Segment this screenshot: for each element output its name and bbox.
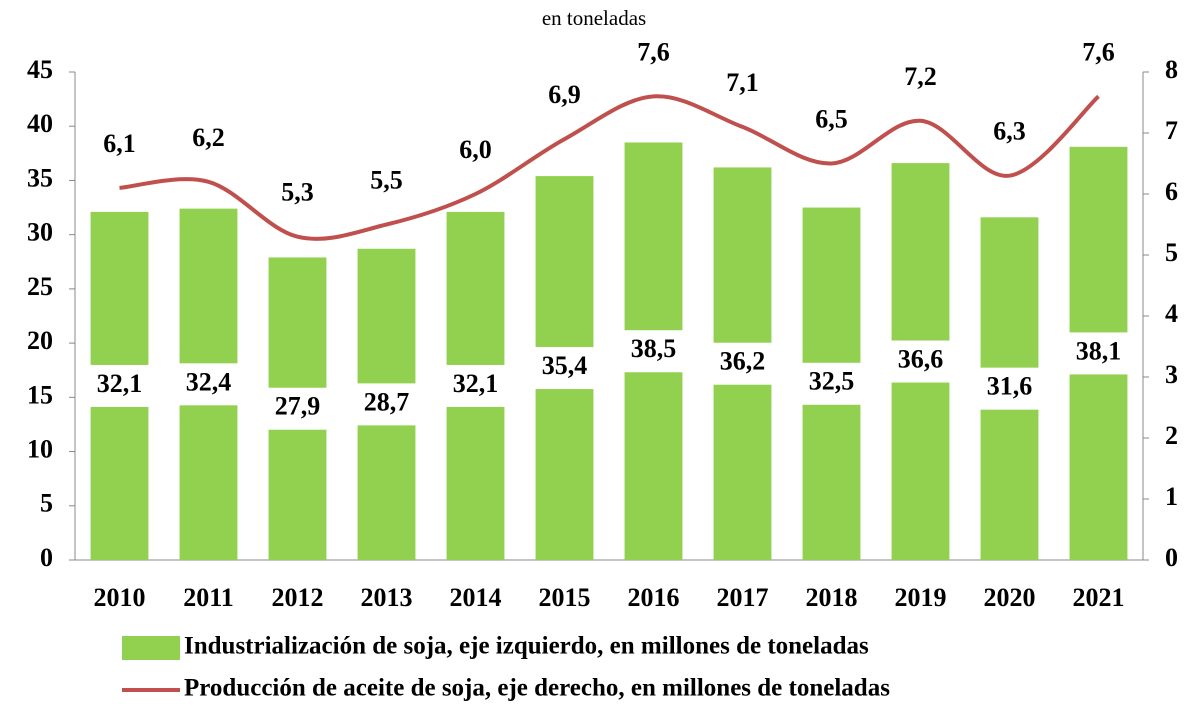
- y-tick-label: 35: [27, 163, 53, 192]
- y-tick-label: 30: [27, 218, 53, 247]
- y-tick-label: 25: [27, 272, 53, 301]
- line-label: 7,6: [637, 37, 670, 66]
- bar-label-bg: [712, 342, 773, 385]
- y2-tick-label: 8: [1165, 55, 1178, 84]
- y2-tick-label: 6: [1165, 177, 1178, 206]
- x-tick-label: 2016: [628, 583, 680, 612]
- y2-tick-label: 2: [1165, 421, 1178, 450]
- x-tick-label: 2015: [539, 583, 591, 612]
- line: [119, 94, 1100, 241]
- chart-subtitle: en toneladas: [542, 6, 646, 30]
- x-tick-label: 2021: [1073, 583, 1125, 612]
- line-label: 6,1: [103, 129, 136, 158]
- x-tick-label: 2011: [183, 583, 234, 612]
- bar-label: 36,2: [720, 347, 766, 376]
- bar-label-bg: [801, 362, 862, 405]
- y-tick-label: 15: [27, 380, 53, 409]
- y-tick-label: 10: [27, 435, 53, 464]
- bar-label-bg: [979, 367, 1040, 410]
- x-tick-label: 2012: [272, 583, 324, 612]
- bar-label: 32,5: [809, 367, 855, 396]
- y-tick-label: 0: [40, 543, 53, 572]
- x-tick-label: 2017: [717, 583, 769, 612]
- x-tick-label: 2010: [94, 583, 146, 612]
- line-label: 7,1: [726, 68, 759, 97]
- bar-label-bg: [1068, 332, 1129, 375]
- legend-swatch: [122, 636, 180, 660]
- line-label: 6,2: [192, 123, 225, 152]
- line-label: 5,3: [281, 178, 314, 207]
- x-tick-label: 2019: [895, 583, 947, 612]
- bar-label: 31,6: [987, 372, 1033, 401]
- bar-label: 36,6: [898, 345, 944, 374]
- bar-label-bg: [623, 330, 684, 373]
- x-tick-label: 2020: [984, 583, 1036, 612]
- x-tick-label: 2014: [450, 583, 502, 612]
- bar-label-bg: [178, 363, 239, 406]
- y2-tick-label: 4: [1165, 299, 1178, 328]
- y2-tick-label: 0: [1165, 543, 1178, 572]
- bar-label: 35,4: [542, 351, 588, 380]
- y-tick-label: 40: [27, 109, 53, 138]
- legend-label: Industrialización de soja, eje izquierdo…: [184, 633, 869, 660]
- bar-label-bg: [890, 340, 951, 383]
- x-tick-label: 2013: [361, 583, 413, 612]
- y-tick-label: 45: [27, 55, 53, 84]
- bar-label: 32,1: [453, 369, 499, 398]
- y2-tick-label: 7: [1165, 116, 1178, 145]
- bar-label-bg: [356, 383, 417, 426]
- bar-label: 38,1: [1076, 336, 1122, 365]
- bar-label-bg: [89, 364, 150, 407]
- line-label: 6,0: [459, 135, 492, 164]
- bar-label: 32,1: [97, 369, 143, 398]
- y-tick-label: 20: [27, 326, 53, 355]
- line-label: 6,3: [993, 117, 1026, 146]
- bar-label: 27,9: [275, 392, 321, 421]
- bar-label-bg: [534, 347, 595, 390]
- y-tick-label: 5: [40, 489, 53, 518]
- line-label: 7,6: [1082, 37, 1115, 66]
- bar-label: 38,5: [631, 334, 677, 363]
- line-label: 5,5: [370, 165, 403, 194]
- legend-label: Producción de aceite de soja, eje derech…: [184, 675, 890, 702]
- line-label: 6,5: [815, 104, 848, 133]
- y2-tick-label: 5: [1165, 238, 1178, 267]
- y2-tick-label: 3: [1165, 360, 1178, 389]
- bar-label: 28,7: [364, 387, 410, 416]
- line-label: 7,2: [904, 62, 937, 91]
- x-tick-label: 2018: [806, 583, 858, 612]
- bar-label-bg: [445, 364, 506, 407]
- line-label: 6,9: [548, 80, 581, 109]
- y2-tick-label: 1: [1165, 482, 1178, 511]
- bar-label: 32,4: [186, 367, 232, 396]
- bar-label-bg: [267, 387, 328, 430]
